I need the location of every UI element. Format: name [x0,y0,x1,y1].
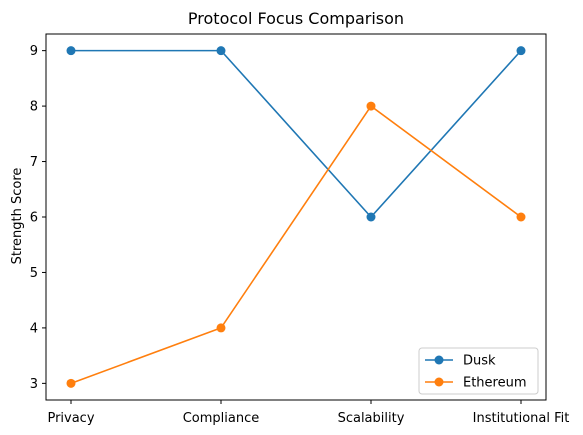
data-point-dusk [216,46,226,56]
series-line-dusk [71,49,522,218]
data-point-dusk [516,46,526,56]
legend-label-ethereum: Ethereum [463,376,527,391]
y-tick-label: 6 [30,211,38,226]
y-tick-label: 9 [30,44,38,59]
data-point-ethereum [516,212,526,222]
y-tick-label: 7 [30,155,38,170]
y-tick-label: 3 [30,377,38,392]
y-tick-label: 8 [30,100,38,115]
x-tick-label: Scalability [338,411,405,426]
data-point-dusk [66,46,76,56]
y-axis-label: Strength Score [10,168,25,265]
legend-swatch-marker [434,355,444,365]
data-point-ethereum [366,101,376,111]
y-tick-label: 4 [30,321,38,336]
legend-label-dusk: Dusk [463,354,496,369]
series-line-ethereum [70,105,522,385]
chart-title: Protocol Focus Comparison [188,9,404,28]
plot-area: 3 4 5 6 7 8 9 Privacy Compliance Scalability Insti… [30,44,570,426]
legend: Dusk Ethereum [418,347,539,395]
x-tick-label: Compliance [183,411,260,426]
x-tick-label: Institutional Fit [473,411,570,426]
plot-frame [45,33,547,401]
legend-swatch-marker [434,377,444,387]
y-tick-label: 5 [30,266,38,281]
x-tick-label: Privacy [47,411,94,426]
data-point-ethereum [66,378,76,388]
data-point-ethereum [216,323,226,333]
data-point-dusk [366,212,376,222]
